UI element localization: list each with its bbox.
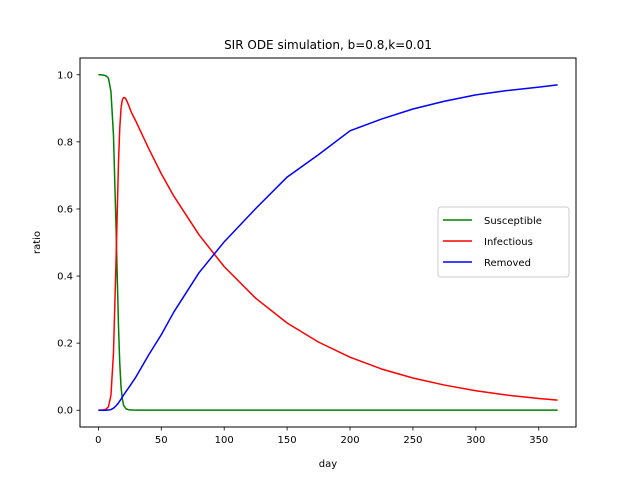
y-tick-label: 0.6 [57, 204, 73, 215]
y-tick-label: 0.0 [57, 406, 73, 417]
x-tick-label: 350 [529, 435, 548, 446]
plot-frame [79, 57, 577, 428]
x-tick-label: 50 [155, 435, 168, 446]
series-line-removed [98, 84, 558, 411]
y-tick-label: 0.8 [57, 137, 73, 148]
x-axis-label: day [319, 459, 337, 470]
x-axis-ticks: 0 50 100 150 200 250 300 350 [95, 427, 548, 446]
plot-series-group [98, 74, 558, 411]
x-tick-label: 150 [278, 435, 297, 446]
legend-box [437, 206, 570, 278]
chart-title: SIR ODE simulation, b=0.8,k=0.01 [224, 38, 432, 52]
x-tick-label: 250 [403, 435, 422, 446]
y-tick-label: 0.2 [57, 339, 73, 350]
x-tick-label: 100 [215, 435, 234, 446]
y-tick-label: 1.0 [57, 70, 73, 81]
legend-label-infectious: Infectious [484, 237, 533, 248]
series-line-susceptible [98, 74, 558, 411]
x-tick-label: 300 [466, 435, 485, 446]
legend-label-susceptible: Susceptible [484, 216, 542, 227]
legend: Susceptible Infectious Removed [437, 206, 570, 278]
x-tick-label: 0 [95, 435, 101, 446]
y-axis-label: ratio [32, 231, 43, 254]
x-tick-label: 200 [340, 435, 359, 446]
legend-label-removed: Removed [484, 258, 531, 269]
y-tick-label: 0.4 [57, 272, 73, 283]
series-line-infectious [98, 96, 558, 411]
y-axis-ticks: 0.0 0.2 0.4 0.6 0.8 1.0 [57, 70, 80, 417]
